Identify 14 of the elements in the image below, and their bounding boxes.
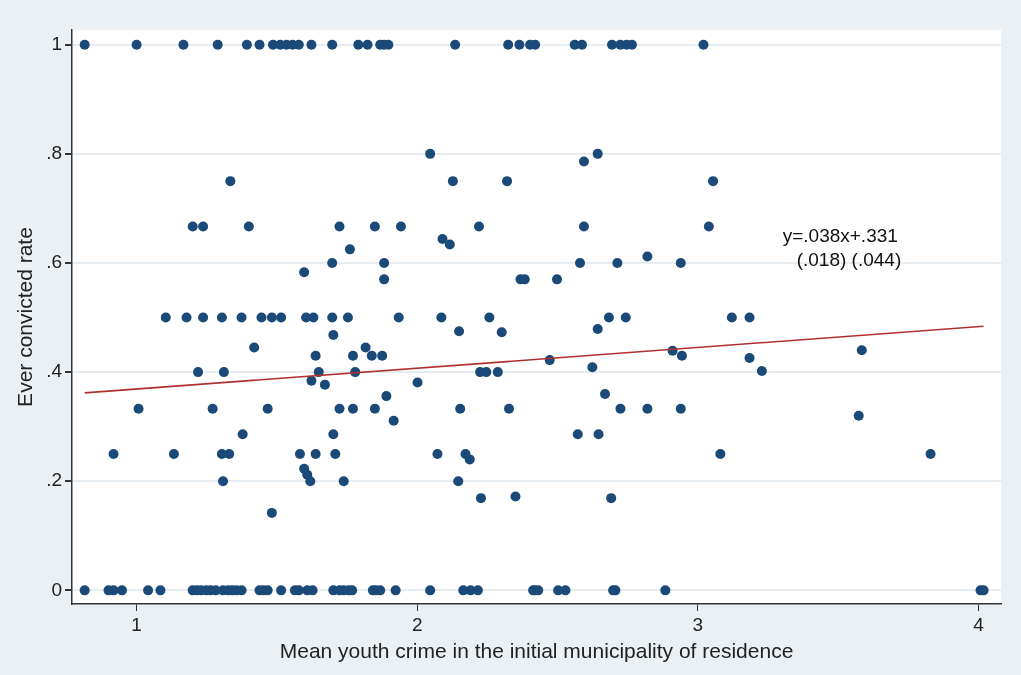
y-tick-label: .2 xyxy=(46,469,63,491)
x-tick-label: 1 xyxy=(131,613,142,635)
y-axis-title: Ever convicted rate xyxy=(13,227,37,407)
x-tick-label: 4 xyxy=(973,613,985,635)
y-tick-label: 0 xyxy=(51,578,63,600)
x-tick-label: 2 xyxy=(411,613,423,635)
annotation: (.018) (.044) xyxy=(796,248,902,270)
y-tick-label: .6 xyxy=(46,251,63,273)
y-tick-label: .8 xyxy=(46,142,63,164)
y-tick-label: 1 xyxy=(51,32,63,54)
x-axis-title: Mean youth crime in the initial municipality of residence xyxy=(279,639,794,663)
x-tick-label: 3 xyxy=(692,613,704,635)
y-tick-label: .4 xyxy=(46,360,63,382)
annotation: y=.038x+.331 xyxy=(782,224,898,246)
